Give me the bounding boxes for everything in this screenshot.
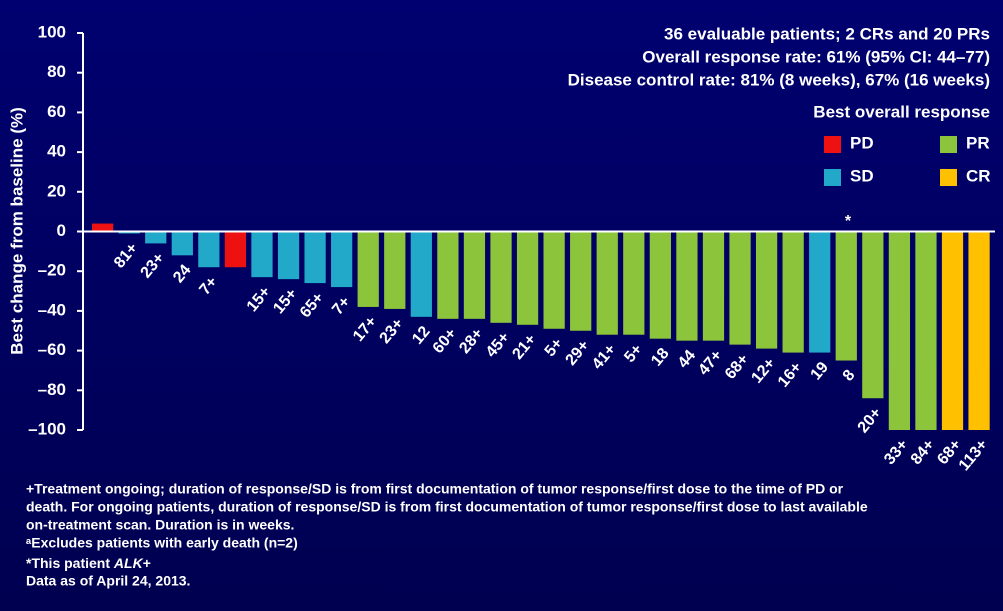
y-axis-label: Best change from baseline (%) bbox=[7, 107, 26, 355]
footnote: ᵃExcludes patients with early death (n=2… bbox=[26, 535, 298, 551]
bar bbox=[623, 231, 645, 335]
bar bbox=[835, 231, 857, 361]
footnote: *This patient ALK+ bbox=[26, 555, 151, 571]
y-tick-label: –20 bbox=[38, 261, 66, 280]
bar bbox=[915, 231, 937, 430]
bar bbox=[755, 231, 778, 349]
bar bbox=[224, 231, 247, 268]
bar bbox=[809, 231, 831, 353]
y-tick-label: 40 bbox=[47, 142, 66, 161]
bar bbox=[516, 231, 539, 325]
y-tick-label: 80 bbox=[47, 62, 66, 81]
bar bbox=[941, 231, 964, 430]
bar bbox=[702, 231, 725, 341]
y-tick-label: –40 bbox=[38, 300, 66, 319]
bar bbox=[331, 231, 353, 288]
bar bbox=[888, 231, 911, 430]
y-tick-label: 60 bbox=[47, 102, 66, 121]
bar bbox=[862, 231, 884, 399]
legend-label: PD bbox=[850, 133, 874, 152]
legend-label: CR bbox=[966, 166, 991, 185]
legend-swatch bbox=[940, 169, 957, 186]
footnote: +Treatment ongoing; duration of response… bbox=[26, 481, 844, 497]
legend-swatch bbox=[824, 169, 841, 186]
bar bbox=[171, 231, 193, 256]
legend-label: SD bbox=[850, 166, 874, 185]
y-tick-label: –80 bbox=[38, 380, 66, 399]
bar bbox=[198, 231, 220, 268]
footnote-part: *This patient bbox=[26, 555, 114, 571]
y-tick-label: 20 bbox=[47, 181, 66, 200]
bar bbox=[490, 231, 512, 323]
y-tick-label: 0 bbox=[57, 221, 66, 240]
annotation: 36 evaluable patients; 2 CRs and 20 PRs bbox=[664, 24, 990, 43]
bar bbox=[676, 231, 698, 341]
bar bbox=[543, 231, 565, 329]
footnote: on-treatment scan. Duration is in weeks. bbox=[26, 517, 294, 533]
footnote-part: + bbox=[143, 555, 151, 571]
legend-label: PR bbox=[966, 133, 990, 152]
bar bbox=[277, 231, 300, 280]
annotation: Disease control rate: 81% (8 weeks), 67%… bbox=[568, 70, 990, 89]
y-tick-label: –100 bbox=[28, 419, 66, 438]
bar bbox=[384, 231, 406, 309]
footnote: Data as of April 24, 2013. bbox=[26, 573, 190, 589]
bar bbox=[410, 231, 432, 317]
legend-title: Best overall response bbox=[813, 102, 990, 121]
y-tick-label: –60 bbox=[38, 340, 66, 359]
bar bbox=[596, 231, 618, 335]
bar bbox=[649, 231, 671, 339]
bar bbox=[437, 231, 459, 319]
bar bbox=[782, 231, 804, 353]
bar bbox=[145, 231, 167, 244]
asterisk: * bbox=[845, 213, 852, 230]
legend-swatch bbox=[824, 136, 841, 153]
bar bbox=[463, 231, 486, 319]
bar bbox=[570, 231, 592, 331]
footnote: death. For ongoing patients, duration of… bbox=[26, 499, 868, 515]
footnote-part: ALK bbox=[113, 555, 144, 571]
bar bbox=[251, 231, 273, 278]
bar bbox=[729, 231, 751, 345]
legend-swatch bbox=[940, 136, 957, 153]
bar bbox=[968, 231, 990, 430]
annotation: Overall response rate: 61% (95% CI: 44–7… bbox=[642, 47, 990, 66]
bar bbox=[357, 231, 379, 307]
bar bbox=[304, 231, 326, 284]
y-tick-label: 100 bbox=[38, 22, 66, 41]
bar bbox=[92, 223, 114, 232]
